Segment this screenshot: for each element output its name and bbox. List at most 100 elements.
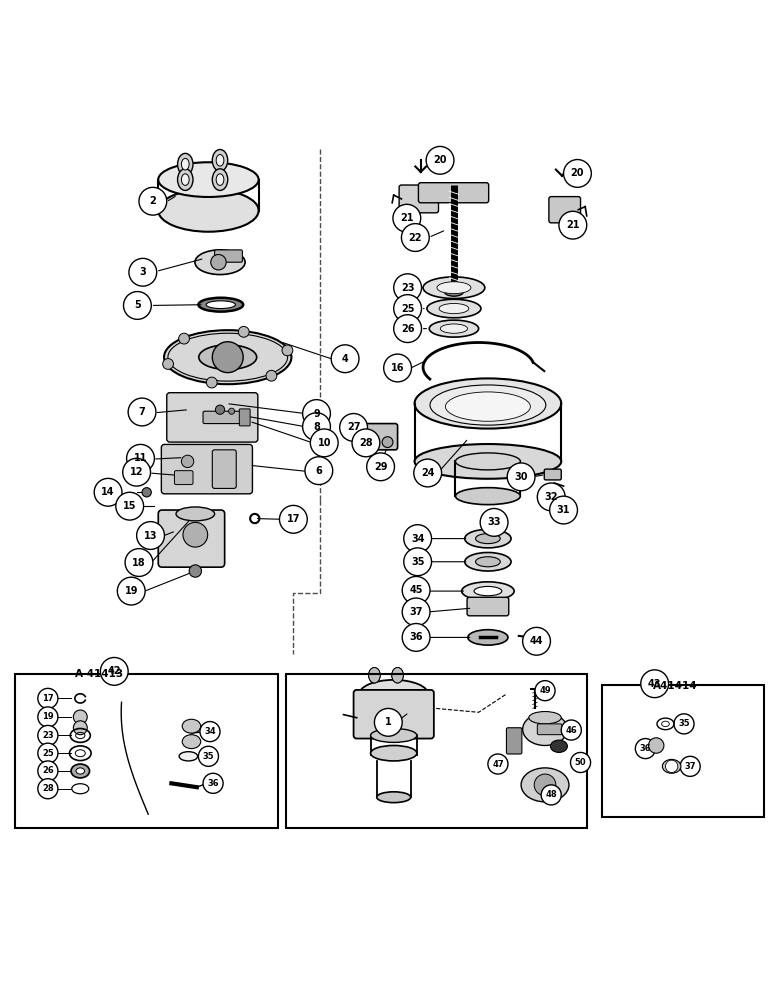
FancyBboxPatch shape [544,469,561,480]
Text: 36: 36 [639,744,652,753]
Circle shape [38,725,58,745]
Circle shape [129,258,157,286]
Text: 31: 31 [557,505,571,515]
Text: 12: 12 [130,467,144,477]
Text: 37: 37 [409,607,423,617]
Text: 20: 20 [433,155,447,165]
Ellipse shape [440,324,468,333]
Text: 17: 17 [286,514,300,524]
Circle shape [559,211,587,239]
Text: 37: 37 [685,762,696,771]
Circle shape [123,458,151,486]
Circle shape [352,429,380,457]
Ellipse shape [212,169,228,190]
FancyBboxPatch shape [167,393,258,442]
Text: 28: 28 [359,438,373,448]
Text: 34: 34 [204,727,216,736]
FancyBboxPatch shape [239,409,250,426]
Ellipse shape [181,158,189,170]
Circle shape [178,333,189,344]
Text: 36: 36 [409,632,423,642]
Circle shape [279,505,307,533]
FancyBboxPatch shape [354,424,398,450]
Circle shape [38,688,58,708]
Circle shape [73,710,87,724]
Ellipse shape [182,719,201,733]
Circle shape [404,525,432,552]
Circle shape [680,756,700,776]
FancyBboxPatch shape [418,183,489,203]
Text: 32: 32 [544,492,558,502]
Circle shape [384,354,411,382]
Text: 23: 23 [42,731,54,740]
Circle shape [128,398,156,426]
Circle shape [229,408,235,414]
Ellipse shape [71,764,90,778]
Circle shape [211,255,226,270]
FancyBboxPatch shape [549,197,581,223]
Ellipse shape [371,745,417,761]
Ellipse shape [391,668,403,683]
Text: 22: 22 [408,233,422,243]
Ellipse shape [465,529,511,548]
Text: 35: 35 [411,557,425,567]
Text: 6: 6 [316,466,322,476]
Ellipse shape [182,735,201,749]
Bar [602,685,764,817]
Circle shape [550,496,577,524]
FancyBboxPatch shape [399,185,438,213]
Ellipse shape [439,303,469,314]
Circle shape [402,576,430,604]
Ellipse shape [427,299,481,318]
Ellipse shape [455,488,520,505]
Circle shape [125,549,153,576]
Ellipse shape [429,320,479,337]
Text: 16: 16 [391,363,405,373]
Text: A 41413: A 41413 [75,669,123,679]
Text: 9: 9 [313,409,320,419]
Circle shape [305,457,333,485]
Circle shape [127,444,154,472]
FancyBboxPatch shape [212,450,236,488]
Circle shape [198,746,218,766]
Circle shape [206,377,217,388]
Text: 46: 46 [565,726,577,735]
Circle shape [303,413,330,441]
Ellipse shape [216,174,224,185]
Text: 17: 17 [42,694,54,703]
Ellipse shape [391,668,403,683]
Ellipse shape [430,385,546,425]
Text: 11: 11 [134,453,147,463]
FancyBboxPatch shape [537,724,562,735]
Ellipse shape [164,330,291,384]
Text: 42: 42 [107,666,121,676]
Circle shape [215,405,225,414]
Circle shape [561,720,581,740]
Ellipse shape [662,759,681,773]
Text: 28: 28 [42,784,54,793]
Text: 49: 49 [539,686,551,695]
Circle shape [414,459,442,487]
Ellipse shape [377,792,411,803]
FancyBboxPatch shape [467,597,509,616]
Circle shape [564,160,591,187]
Text: 23: 23 [401,283,415,293]
Circle shape [203,773,223,793]
Text: 2: 2 [150,196,156,206]
Circle shape [635,739,655,759]
Text: 15: 15 [123,501,137,511]
Circle shape [117,577,145,605]
Ellipse shape [181,174,189,185]
Circle shape [402,598,430,626]
Circle shape [183,522,208,547]
Circle shape [394,315,422,343]
Text: 25: 25 [42,749,54,758]
Ellipse shape [523,713,567,745]
Ellipse shape [76,768,85,774]
Circle shape [181,455,194,468]
Text: 48: 48 [545,790,557,799]
Text: 33: 33 [487,517,501,527]
Circle shape [641,670,669,698]
Circle shape [38,779,58,799]
Circle shape [139,187,167,215]
